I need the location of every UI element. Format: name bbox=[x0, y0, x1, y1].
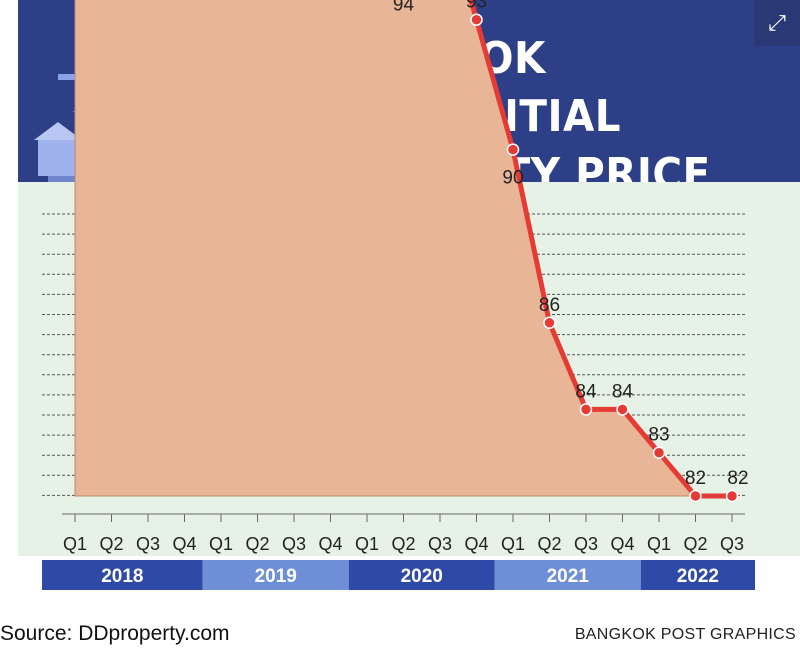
data-label: 86 bbox=[539, 295, 560, 316]
x-tick-label: Q1 bbox=[63, 534, 87, 554]
expand-icon: ⤢ bbox=[768, 10, 786, 35]
graphics-credit: BANGKOK POST GRAPHICS bbox=[574, 626, 796, 643]
x-tick-label: Q3 bbox=[282, 534, 306, 554]
x-tick-label: Q4 bbox=[172, 534, 196, 554]
x-tick-label: Q4 bbox=[610, 534, 634, 554]
x-tick-label: Q2 bbox=[245, 534, 269, 554]
x-tick-label: Q2 bbox=[99, 534, 123, 554]
x-tick-label: Q1 bbox=[501, 534, 525, 554]
expand-button[interactable]: ⤢ bbox=[754, 0, 800, 46]
year-segment bbox=[42, 560, 203, 590]
data-point bbox=[579, 403, 593, 416]
x-tick-label: Q3 bbox=[136, 534, 160, 554]
x-tick-label: Q3 bbox=[720, 534, 744, 554]
x-tick-label: Q2 bbox=[391, 534, 415, 554]
source-note: Source: DDproperty.com bbox=[0, 622, 230, 645]
data-label: 90 bbox=[502, 168, 523, 189]
price-index-chart: 1001011001011061061059999949693908684848… bbox=[42, 0, 755, 590]
x-tick-label: Q4 bbox=[464, 534, 488, 554]
data-point bbox=[506, 143, 520, 156]
year-label: 2018 bbox=[101, 566, 143, 587]
x-tick-label: Q2 bbox=[683, 534, 707, 554]
data-points bbox=[470, 13, 739, 503]
x-axis-ticks bbox=[74, 514, 733, 522]
year-label: 2019 bbox=[255, 566, 297, 587]
x-tick-label: Q1 bbox=[209, 534, 233, 554]
data-label: 93 bbox=[466, 0, 487, 13]
x-tick-label: Q4 bbox=[318, 534, 342, 554]
data-label: 82 bbox=[685, 468, 706, 489]
data-point bbox=[543, 316, 556, 330]
data-point bbox=[689, 489, 702, 503]
data-labels: 1001011001011061061059999949693908684848… bbox=[393, 0, 749, 489]
x-tick-label: Q3 bbox=[574, 534, 598, 554]
data-label: 83 bbox=[648, 425, 669, 446]
year-band: 2018 2019 2020 2021 2022 bbox=[42, 560, 755, 590]
data-point bbox=[616, 403, 629, 416]
year-label: 2021 bbox=[547, 566, 590, 587]
data-point bbox=[725, 489, 739, 503]
year-label: 2020 bbox=[401, 566, 443, 587]
x-tick-label: Q2 bbox=[537, 534, 561, 554]
year-segment bbox=[494, 560, 641, 590]
data-label: 94 bbox=[393, 0, 415, 15]
x-tick-label: Q1 bbox=[355, 534, 379, 554]
year-segment bbox=[640, 560, 755, 590]
data-label: 84 bbox=[575, 381, 597, 402]
data-label: 84 bbox=[612, 381, 634, 402]
year-segment bbox=[202, 560, 349, 590]
x-tick-label: Q3 bbox=[428, 534, 452, 554]
x-tick-labels: Q1 Q2 Q3 Q4 Q1 Q2 Q3 Q4 Q1 Q2 Q3 Q4 Q1 Q2 Q3 Q4 Q1 Q2 Q3 bbox=[63, 534, 744, 554]
data-label: 82 bbox=[727, 468, 748, 489]
data-point bbox=[470, 13, 483, 26]
data-point bbox=[652, 446, 666, 459]
year-label: 2022 bbox=[677, 566, 719, 587]
x-tick-label: Q1 bbox=[647, 534, 671, 554]
year-segment bbox=[348, 560, 495, 590]
